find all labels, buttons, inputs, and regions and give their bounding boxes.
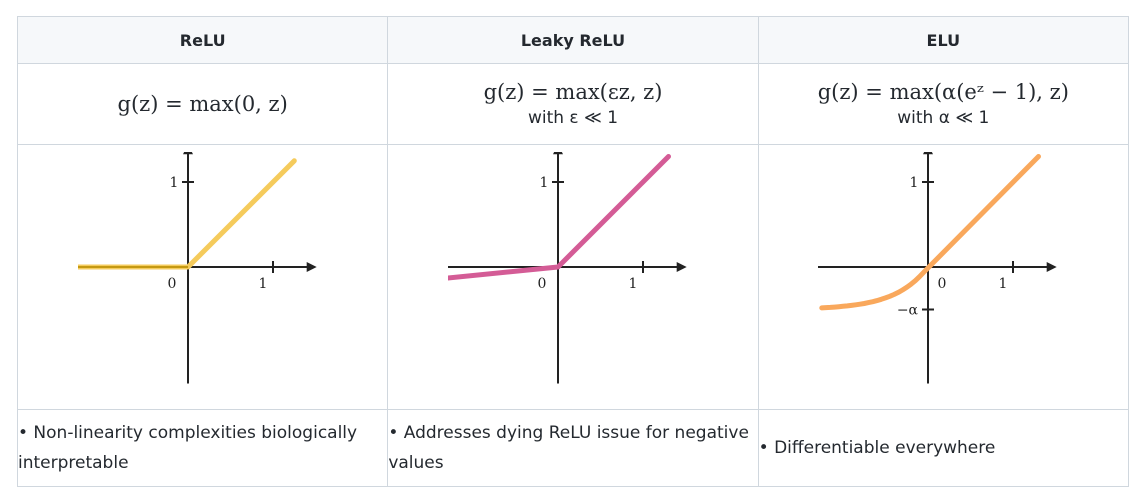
y-tick-label-1: 1 — [169, 175, 178, 191]
note-relu: • Non-linearity complexities biologicall… — [18, 423, 358, 473]
formula-cell-elu: g(z) = max(α(eᶻ − 1), z) with α ≪ 1 — [757, 63, 1130, 145]
formula-elu: g(z) = max(α(eᶻ − 1), z) — [817, 80, 1069, 104]
note-leaky-relu: • Addresses dying ReLU issue for negativ… — [388, 423, 749, 473]
x-axis-arrow — [306, 262, 317, 272]
header-elu: ELU — [757, 16, 1130, 64]
note-elu: • Differentiable everywhere — [758, 438, 996, 458]
y-axis-arrow — [182, 152, 193, 155]
activation-curve — [819, 154, 1042, 311]
formula-leaky-relu: g(z) = max(εz, z) — [483, 80, 663, 104]
y-tick-label-1: 1 — [540, 175, 549, 191]
y-axis-arrow — [923, 152, 934, 155]
condition-leaky-relu: with ε ≪ 1 — [527, 108, 619, 128]
activation-curve — [447, 154, 671, 281]
activation-curve — [77, 158, 297, 270]
x-tick-label-1: 1 — [629, 276, 638, 292]
plot-cell-leaky-relu: 1 1 0 — [387, 144, 759, 410]
formula-cell-leaky-relu: g(z) = max(εz, z) with ε ≪ 1 — [387, 63, 759, 145]
origin-label: 0 — [167, 276, 176, 292]
header-leaky-relu: Leaky ReLU — [387, 16, 759, 64]
x-tick-label-1: 1 — [258, 276, 267, 292]
header-relu: ReLU — [16, 16, 389, 64]
plot-leaky-relu: 1 1 0 — [447, 152, 687, 384]
note-cell-elu: • Differentiable everywhere — [757, 409, 1130, 487]
x-tick-label-1: 1 — [999, 276, 1008, 292]
plot-elu: 1 1 0 −α — [818, 152, 1058, 384]
x-axis-arrow — [1047, 262, 1058, 272]
condition-elu: with α ≪ 1 — [897, 108, 990, 128]
origin-label: 0 — [538, 276, 547, 292]
formula-cell-relu: g(z) = max(0, z) — [16, 63, 389, 145]
activation-functions-table: ReLU Leaky ReLU ELU g(z) = max(0, z) g(z… — [16, 16, 1130, 487]
plot-cell-relu: 1 1 0 — [16, 144, 389, 410]
note-cell-relu: • Non-linearity complexities biologicall… — [16, 409, 389, 487]
y-tick-label-neg-alpha: −α — [897, 303, 919, 319]
y-axis-arrow — [552, 152, 563, 155]
y-tick-label-1: 1 — [910, 175, 919, 191]
plot-relu: 1 1 0 — [77, 152, 317, 384]
formula-relu: g(z) = max(0, z) — [117, 92, 288, 116]
origin-label: 0 — [938, 276, 947, 292]
x-axis-arrow — [676, 262, 687, 272]
note-cell-leaky-relu: • Addresses dying ReLU issue for negativ… — [387, 409, 759, 487]
plot-cell-elu: 1 1 0 −α — [757, 144, 1130, 410]
